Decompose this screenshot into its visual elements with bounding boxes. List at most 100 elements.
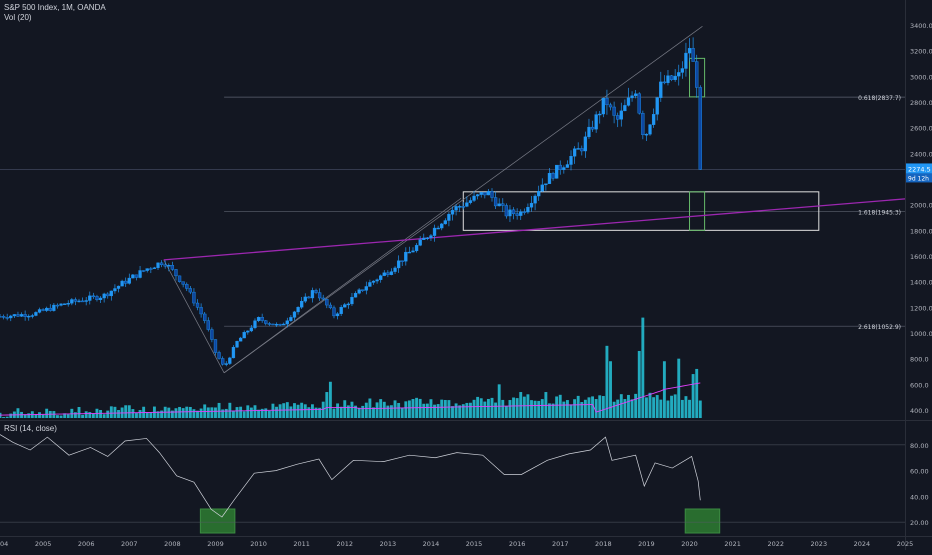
volume-bar <box>598 395 602 418</box>
volume-bar <box>307 407 311 418</box>
volume-bar <box>336 403 340 418</box>
volume-bar <box>310 404 314 418</box>
volume-bar <box>181 408 185 418</box>
candle-body <box>684 52 688 69</box>
volume-bar <box>594 399 598 418</box>
candle-body <box>206 320 210 330</box>
candle-body <box>221 358 225 365</box>
candle-body <box>648 124 652 135</box>
volume-bar <box>170 410 174 418</box>
candle-body <box>185 284 189 289</box>
candle-body <box>529 202 534 208</box>
candle-body <box>662 81 667 84</box>
volume-bar <box>81 414 85 418</box>
candle-body <box>55 304 60 307</box>
candle-body <box>52 304 56 311</box>
candle-body <box>16 314 20 317</box>
candle-body <box>511 209 516 214</box>
price-tick-label: 3000.0 <box>910 73 932 81</box>
candle-body <box>300 300 304 308</box>
volume-bar <box>404 401 408 418</box>
volume-bar <box>102 414 106 418</box>
volume-bar <box>99 410 103 418</box>
volume-bar <box>117 410 120 418</box>
time-tick-label: 2021 <box>724 540 741 548</box>
candle-body <box>540 184 544 192</box>
volume-bar <box>239 406 243 418</box>
time-tick-label: 2025 <box>897 540 914 548</box>
fib-level-label: 1.618(1945.3) <box>858 210 901 217</box>
volume-bar <box>433 404 436 418</box>
volume-bar <box>580 402 584 418</box>
volume-bar <box>652 397 656 418</box>
volume-bar <box>124 405 128 418</box>
candle-body <box>468 200 473 203</box>
volume-bar <box>630 399 634 418</box>
volume-bar <box>465 402 469 418</box>
projection-box <box>689 191 706 231</box>
volume-bar <box>526 394 530 418</box>
price-tick-label: 1200.0 <box>910 304 932 312</box>
volume-bar <box>332 408 336 418</box>
time-tick-label: 2014 <box>423 540 440 548</box>
volume-bar <box>228 402 232 418</box>
volume-bar <box>59 415 63 418</box>
price-tick-label: 800.0 <box>910 356 929 364</box>
candle-body <box>199 307 203 315</box>
candle-body <box>436 227 440 230</box>
volume-bar <box>677 358 681 418</box>
rsi-legend[interactable]: RSI (14, close) <box>4 424 57 434</box>
volume-bar <box>253 405 257 418</box>
volume-bar <box>199 408 203 418</box>
volume-bar <box>684 396 688 418</box>
candle-body <box>177 275 182 282</box>
candle-body <box>644 133 649 136</box>
volume-bar <box>178 406 182 418</box>
volume-bar <box>619 394 623 418</box>
volume-bar <box>328 381 332 418</box>
volume-bar <box>282 403 286 418</box>
candle-body <box>414 245 419 252</box>
candle-body <box>213 339 218 353</box>
candle-body <box>242 332 246 339</box>
candle-body <box>256 317 261 321</box>
candle-body <box>465 202 469 207</box>
volume-bar <box>206 407 210 418</box>
volume-bar <box>131 409 135 418</box>
candle-body <box>677 72 681 77</box>
candle-body <box>292 311 297 318</box>
candle-body <box>555 164 559 179</box>
volume-bar <box>66 414 70 418</box>
price-tick-label: 1400.0 <box>910 279 932 287</box>
candle-body <box>569 156 573 165</box>
volume-bar <box>601 396 605 418</box>
volume-bar <box>425 403 429 418</box>
candle-body <box>544 183 548 186</box>
volume-bar <box>504 406 508 418</box>
time-tick-label: 2023 <box>811 540 828 548</box>
time-tick-label: 2007 <box>121 540 138 548</box>
volume-bar <box>407 400 411 418</box>
candle-body <box>590 126 595 130</box>
volume-bar <box>688 399 691 418</box>
candle-body <box>285 320 289 325</box>
candle-body <box>84 300 88 302</box>
symbol-legend[interactable]: S&P 500 Index, 1M, OANDA Vol (20) <box>4 3 106 23</box>
candle-body <box>379 275 383 280</box>
volume-bar <box>486 398 490 418</box>
rsi-indicator-label: RSI (14, close) <box>4 424 57 433</box>
candle-body <box>45 307 49 311</box>
candle-body <box>95 296 99 301</box>
candle-body <box>422 237 426 240</box>
volume-bar <box>84 411 88 418</box>
candle-body <box>404 251 408 262</box>
candle-body <box>120 280 124 287</box>
candle-body <box>307 296 311 299</box>
candle-body <box>558 164 562 170</box>
candle-body <box>659 81 663 98</box>
candle-body <box>425 237 430 239</box>
candle-body <box>30 315 34 317</box>
volume-bar <box>293 403 296 418</box>
